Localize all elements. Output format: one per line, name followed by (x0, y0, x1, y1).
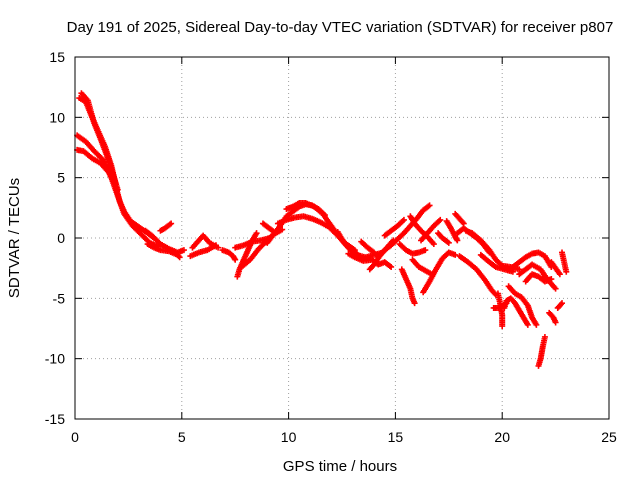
data-point (114, 186, 121, 193)
data-point (552, 319, 559, 326)
satellite-track (477, 251, 516, 275)
satellite-track (375, 202, 433, 261)
satellite-track (501, 295, 531, 328)
y-tick-label: -5 (53, 290, 66, 306)
satellite-track (144, 241, 183, 261)
data-point (400, 216, 407, 223)
data-point (430, 241, 437, 248)
satellite-track (535, 333, 548, 369)
data-point (556, 271, 563, 278)
satellite-track (358, 238, 378, 256)
data-point (499, 323, 506, 330)
satellite-track (435, 230, 452, 246)
y-tick-label: -10 (45, 351, 65, 367)
y-axis-label: SDTVAR / TECUs (6, 178, 23, 298)
satellite-track (559, 249, 570, 275)
data-point (552, 285, 559, 292)
x-tick-label: 25 (601, 429, 617, 445)
data-point (563, 268, 570, 275)
data-point (524, 321, 531, 328)
y-tick-label: -15 (45, 411, 65, 427)
satellite-track (418, 216, 444, 244)
x-tick-label: 5 (178, 429, 186, 445)
data-point (253, 230, 260, 237)
data-point (279, 226, 286, 233)
satellite-track (409, 256, 435, 278)
data-point (454, 237, 461, 244)
satellite-track (381, 216, 407, 239)
y-tick-label: 15 (49, 49, 65, 65)
data-point (452, 251, 459, 258)
satellite-track (187, 242, 219, 260)
data-point (559, 300, 566, 307)
data-point (445, 239, 452, 246)
data-point (422, 247, 429, 254)
data-point (371, 249, 378, 256)
data-point (541, 333, 548, 340)
satellite-track (522, 271, 555, 285)
satellite-track (396, 241, 429, 257)
x-tick-label: 20 (494, 429, 510, 445)
x-tick-label: 10 (281, 429, 297, 445)
satellite-track (219, 247, 239, 263)
data-point (411, 300, 418, 307)
data-points (74, 90, 570, 369)
satellite-track (505, 283, 540, 328)
data-point (176, 254, 183, 261)
x-axis-label: GPS time / hours (283, 458, 397, 475)
data-point (533, 321, 540, 328)
satellite-track (157, 220, 175, 234)
satellite-track (546, 309, 559, 326)
x-tick-label: 15 (388, 429, 404, 445)
data-point (388, 263, 395, 270)
data-point (212, 242, 219, 249)
data-point (437, 216, 444, 223)
data-point (426, 202, 433, 209)
satellite-track (554, 300, 566, 311)
x-tick-label: 0 (71, 429, 79, 445)
chart-title: Day 191 of 2025, Sidereal Day-to-day VTE… (67, 19, 614, 36)
y-tick-label: 0 (57, 230, 65, 246)
data-point (180, 247, 187, 254)
satellite-track (420, 249, 459, 296)
satellite-track (548, 259, 563, 278)
data-point (548, 276, 555, 283)
y-tick-label: 10 (49, 109, 65, 125)
y-tick-label: 5 (57, 170, 65, 186)
satellite-track (509, 249, 555, 270)
satellite-track (142, 227, 187, 256)
axis-ticks: 0 5 10 15 20 25 15 10 5 0 -5 -10 -15 (45, 49, 617, 445)
satellite-track (452, 210, 467, 227)
satellite-track (398, 266, 418, 307)
data-point (168, 220, 175, 227)
data-point (232, 256, 239, 263)
satellite-track (78, 90, 121, 193)
